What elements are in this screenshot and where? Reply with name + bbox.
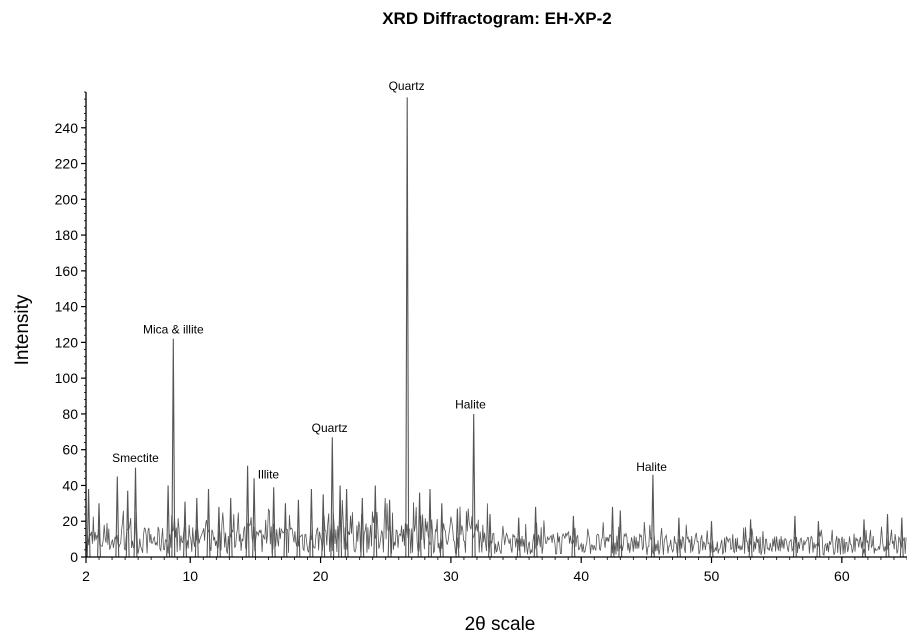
noise-trace: [85, 497, 907, 556]
peak: [206, 488, 211, 558]
peak: [571, 515, 576, 558]
peak: [133, 467, 138, 558]
y-tick-label: 0: [70, 549, 78, 565]
x-tick-label: 2: [82, 568, 90, 584]
peak: [533, 506, 538, 558]
peak: [166, 485, 171, 558]
x-tick-label: 40: [573, 568, 589, 584]
peak: [194, 497, 199, 558]
peak: [471, 413, 476, 558]
peak: [373, 485, 378, 558]
peak-annotation: Halite: [455, 398, 486, 412]
peak-annotation: Quartz: [312, 421, 348, 435]
peak: [360, 497, 365, 558]
peak: [792, 515, 797, 558]
peak: [516, 517, 521, 558]
peak: [183, 501, 187, 558]
y-tick-label: 100: [55, 370, 79, 386]
y-tick-label: 240: [55, 120, 79, 136]
peak: [252, 478, 257, 558]
y-tick-label: 60: [62, 442, 78, 458]
peak: [709, 521, 714, 558]
y-tick-label: 180: [55, 227, 79, 243]
peak: [676, 517, 681, 558]
y-tick-label: 160: [55, 263, 79, 279]
peak: [296, 499, 301, 558]
peak: [488, 514, 492, 558]
plot-area: [85, 97, 907, 558]
peak: [86, 488, 91, 558]
peak: [610, 506, 615, 558]
x-tick-label: 50: [704, 568, 720, 584]
peak: [439, 503, 444, 558]
peak: [321, 494, 326, 558]
y-tick-label: 20: [62, 513, 78, 529]
peak: [816, 521, 821, 558]
peak: [228, 497, 233, 558]
x-tick-label: 30: [443, 568, 459, 584]
x-tick-label: 60: [834, 568, 850, 584]
peak: [405, 97, 410, 558]
peak: [899, 517, 904, 558]
peak: [748, 519, 753, 558]
y-tick-label: 200: [55, 191, 79, 207]
peak: [885, 514, 890, 558]
peak: [97, 503, 101, 558]
peak: [338, 485, 343, 558]
x-axis-title: 2θ scale: [465, 614, 536, 635]
y-tick-label: 40: [62, 477, 78, 493]
peak-annotations: Smectite Mica & illite Illite Quartz Quartz H…: [112, 79, 667, 481]
axes: 0 20 40 60 80 100 120 140 160 180 200 220 240 2 10 20 30…: [55, 91, 907, 584]
peak: [309, 488, 314, 558]
peak-annotation: Mica & illite: [143, 322, 204, 336]
y-tick-label: 220: [55, 156, 79, 172]
y-tick-label: 120: [55, 334, 79, 350]
peak-annotation: Illite: [258, 467, 280, 481]
peak: [428, 488, 432, 558]
y-tick-label: 140: [55, 299, 79, 315]
chart-title: XRD Diffractogram: EH-XP-2: [382, 9, 612, 28]
peak-annotation: Halite: [636, 460, 667, 474]
peak: [171, 338, 176, 558]
peak: [618, 510, 623, 558]
peak: [344, 488, 349, 558]
x-tick-label: 20: [313, 568, 329, 584]
peak: [862, 519, 866, 558]
peak: [387, 499, 392, 558]
peak-annotation: Smectite: [112, 451, 159, 465]
x-tick-label: 10: [182, 568, 198, 584]
peak: [650, 474, 655, 558]
peak: [216, 506, 221, 558]
peak: [330, 437, 335, 558]
peak-annotation: Quartz: [389, 79, 425, 93]
peak: [417, 492, 422, 558]
peak: [245, 465, 250, 558]
y-axis-title: Intensity: [12, 294, 33, 365]
peak: [115, 476, 120, 558]
y-tick-label: 80: [62, 406, 78, 422]
peak: [271, 487, 276, 558]
peak: [283, 503, 288, 558]
peak: [455, 508, 460, 558]
peak: [125, 490, 130, 558]
